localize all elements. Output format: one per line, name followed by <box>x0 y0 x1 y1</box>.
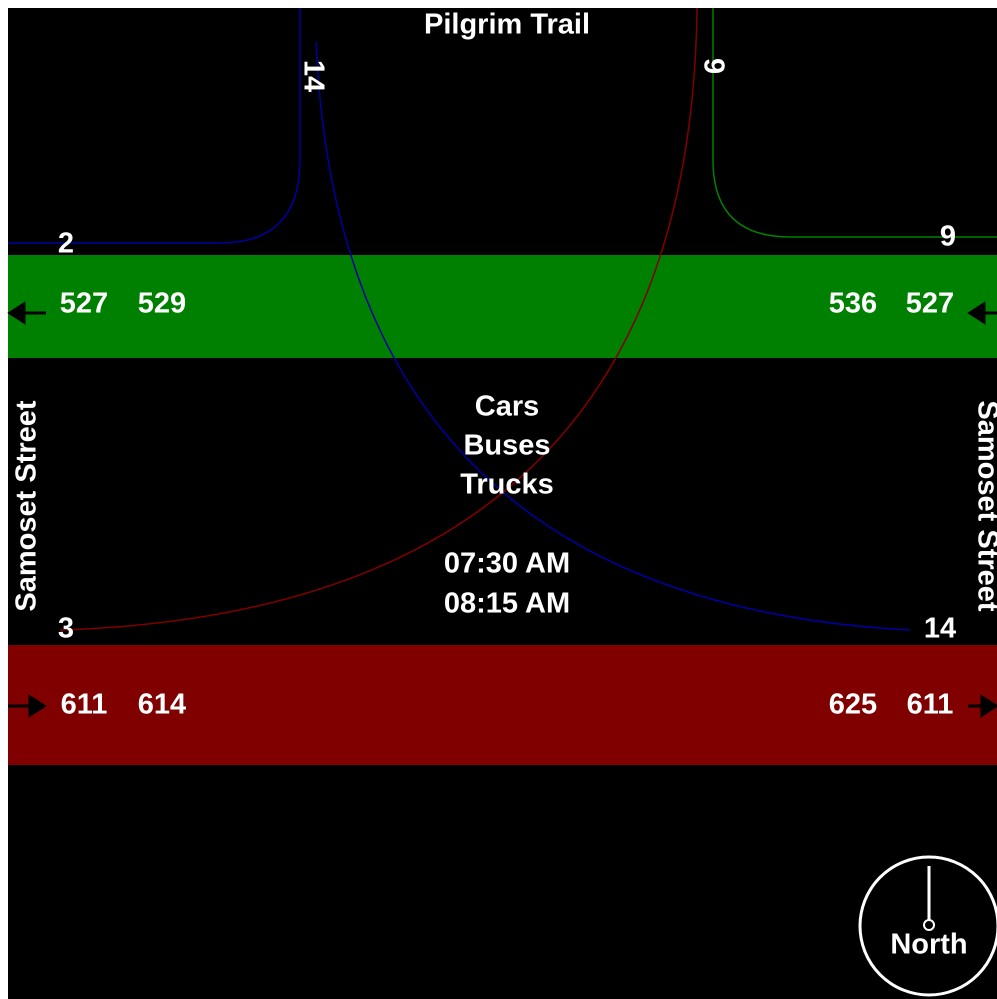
arrow-head <box>980 694 997 718</box>
path-north-east <box>712 8 997 238</box>
turn-count: 14 <box>297 60 329 92</box>
turn-paths <box>8 7 997 631</box>
volume: 527 <box>60 288 108 320</box>
turn-count: 14 <box>924 613 956 645</box>
turn-count: 9 <box>697 58 729 74</box>
volume: 625 <box>829 689 877 721</box>
arrow-head <box>967 301 986 325</box>
path-north-through <box>59 7 698 631</box>
volume: 536 <box>829 288 877 320</box>
volume: 529 <box>138 288 186 320</box>
path-north-right <box>8 8 301 244</box>
background <box>8 8 997 999</box>
volume: 614 <box>138 689 186 721</box>
arrow-head <box>28 694 47 718</box>
time: 08:15 AM <box>444 588 570 620</box>
compass: North <box>858 855 997 997</box>
time: 07:30 AM <box>444 548 570 580</box>
arrow-head <box>7 301 26 325</box>
compass-pivot <box>923 919 935 931</box>
path-north-left <box>315 41 911 631</box>
compass-ring <box>858 855 997 997</box>
volume: 611 <box>61 689 108 721</box>
east-road: Samoset Street <box>971 400 997 611</box>
arrows <box>7 301 997 718</box>
turn-count: 3 <box>58 613 74 645</box>
volume: 527 <box>906 288 954 320</box>
west-road: Samoset Street <box>11 400 43 611</box>
vehicle-type: Cars <box>475 391 540 423</box>
vehicle-type: Buses <box>463 430 550 462</box>
north-road: Pilgrim Trail <box>424 9 590 41</box>
vehicle-type: Trucks <box>460 469 554 501</box>
volume: 611 <box>907 689 954 721</box>
compass-label: North <box>890 929 967 961</box>
turn-count: 2 <box>58 228 74 260</box>
turn-count: 9 <box>940 221 956 253</box>
westbound-band <box>8 255 997 358</box>
eastbound-band <box>8 645 997 765</box>
